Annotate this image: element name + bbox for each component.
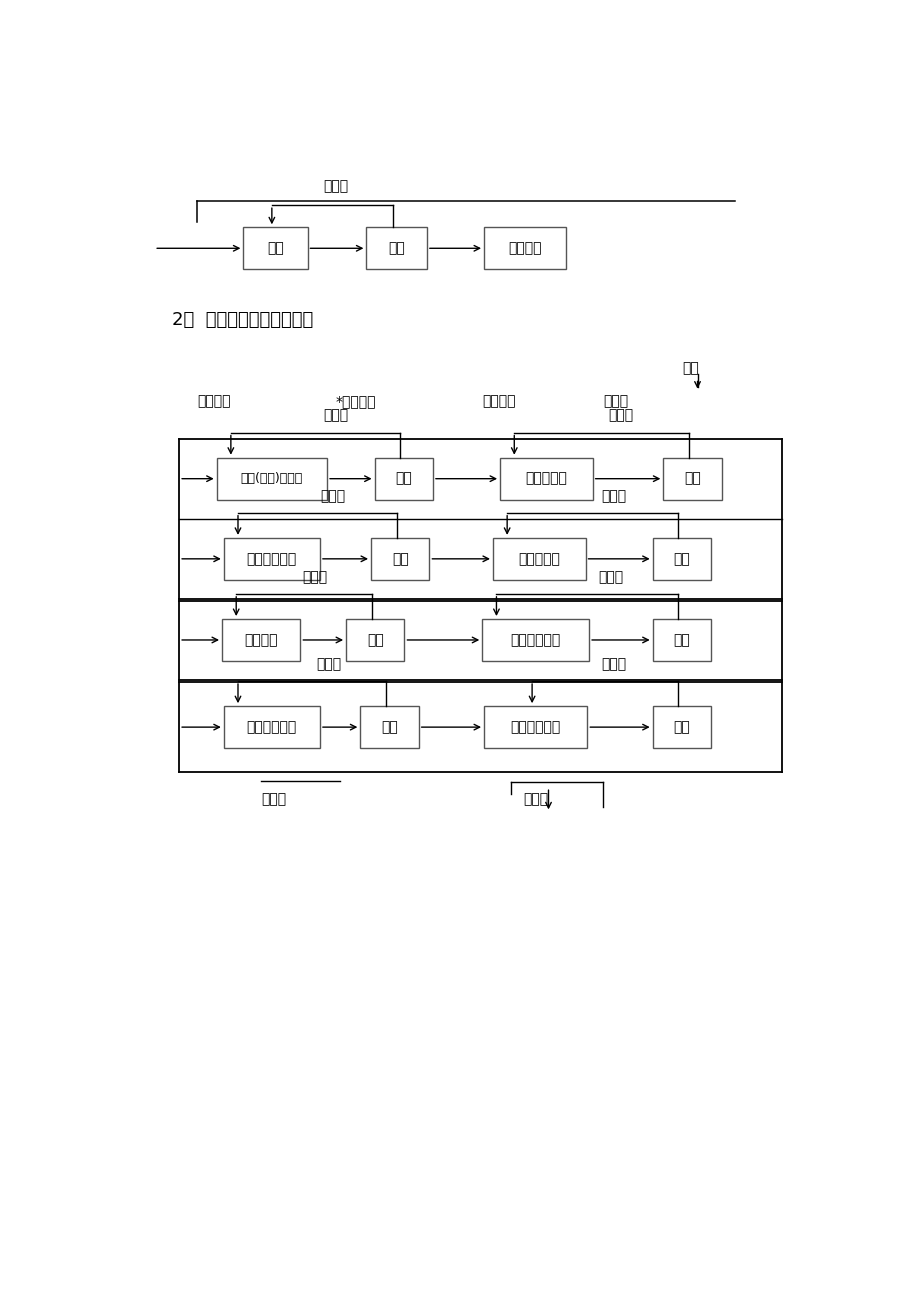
Bar bbox=[366, 228, 426, 269]
Text: 检查: 检查 bbox=[673, 552, 689, 566]
Text: 不合格: 不合格 bbox=[608, 409, 633, 423]
Text: 焊牛钓结构: 焊牛钓结构 bbox=[517, 552, 560, 566]
Bar bbox=[223, 706, 320, 748]
Text: 不合格: 不合格 bbox=[301, 570, 327, 584]
Text: 不合格: 不合格 bbox=[601, 489, 626, 502]
Bar bbox=[216, 458, 327, 500]
Bar bbox=[223, 537, 320, 580]
Text: 不合格: 不合格 bbox=[323, 180, 348, 193]
Text: 不合格: 不合格 bbox=[316, 657, 341, 671]
Bar bbox=[663, 458, 721, 500]
Bar bbox=[370, 537, 429, 580]
Bar bbox=[374, 458, 433, 500]
Bar bbox=[221, 619, 300, 661]
Text: 安装防雷系统: 安装防雷系统 bbox=[510, 634, 561, 647]
Text: 检查: 检查 bbox=[380, 721, 397, 734]
Bar bbox=[652, 619, 710, 661]
Bar bbox=[500, 458, 592, 500]
Text: 检查: 检查 bbox=[367, 634, 383, 647]
Text: 检查: 检查 bbox=[673, 721, 689, 734]
Bar bbox=[482, 619, 588, 661]
Text: 安装板块组件: 安装板块组件 bbox=[510, 721, 561, 734]
Text: 检查: 检查 bbox=[388, 241, 404, 255]
Text: 放线测量: 放线测量 bbox=[482, 394, 516, 409]
Bar bbox=[652, 537, 710, 580]
Bar bbox=[243, 228, 307, 269]
Bar bbox=[483, 228, 565, 269]
Bar bbox=[346, 619, 404, 661]
Text: 安装防火隔断: 安装防火隔断 bbox=[246, 721, 297, 734]
Text: 检查: 检查 bbox=[673, 634, 689, 647]
Text: 不合格: 不合格 bbox=[323, 409, 348, 423]
Text: 现场测量: 现场测量 bbox=[197, 394, 231, 409]
Bar bbox=[360, 706, 418, 748]
Bar bbox=[493, 537, 585, 580]
Text: 不合格: 不合格 bbox=[261, 792, 286, 807]
Text: 一检查: 一检查 bbox=[603, 394, 628, 409]
Text: 不合格: 不合格 bbox=[320, 489, 345, 502]
Text: 安装钓结构: 安装钓结构 bbox=[525, 472, 567, 485]
Text: 不合格: 不合格 bbox=[523, 792, 548, 807]
Text: 2、  石材幕墙安装工艺流程: 2、 石材幕墙安装工艺流程 bbox=[172, 311, 313, 329]
Bar bbox=[652, 706, 710, 748]
Text: 检查: 检查 bbox=[391, 552, 408, 566]
Text: 防腐处理: 防腐处理 bbox=[244, 634, 278, 647]
Text: 整改(补设)预埋板: 整改(补设)预埋板 bbox=[241, 472, 302, 485]
Text: *细化设计: *细化设计 bbox=[335, 394, 376, 409]
Text: 竣工验收: 竣工验收 bbox=[507, 241, 541, 255]
Bar bbox=[483, 706, 586, 748]
Text: 检查: 检查 bbox=[684, 472, 700, 485]
Text: 不合格: 不合格 bbox=[597, 570, 622, 584]
Text: 检查: 检查 bbox=[395, 472, 412, 485]
Text: 安装幕墙骨架: 安装幕墙骨架 bbox=[246, 552, 297, 566]
Text: 不合格: 不合格 bbox=[601, 657, 626, 671]
Text: 不合: 不合 bbox=[681, 362, 698, 376]
Text: 清理: 清理 bbox=[267, 241, 283, 255]
